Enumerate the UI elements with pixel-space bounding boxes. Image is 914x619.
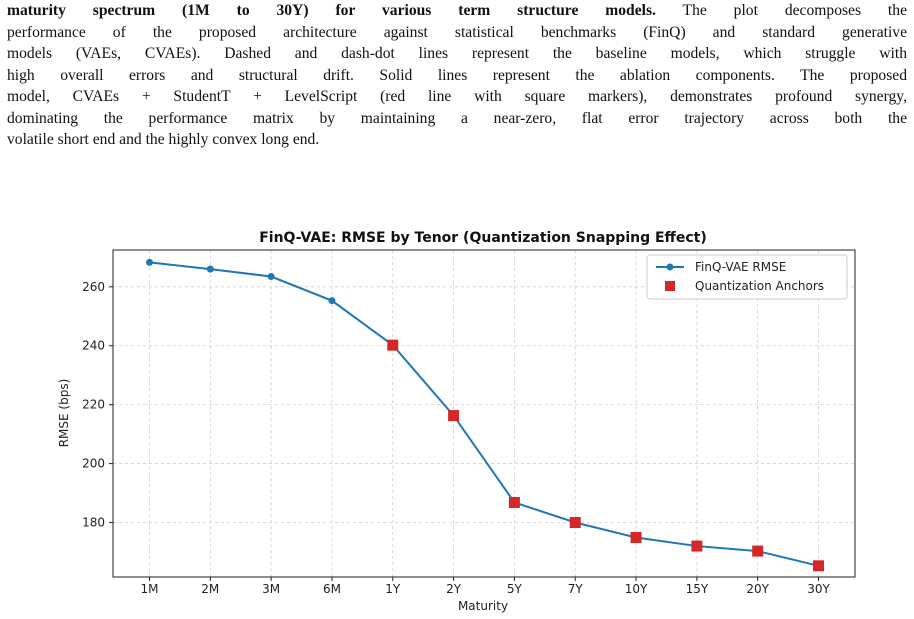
data-point-finq-vae-rmse xyxy=(328,297,336,305)
y-tick-label: 220 xyxy=(82,398,105,412)
y-tick-label: 180 xyxy=(82,516,105,530)
plot-frame xyxy=(112,249,856,578)
y-tick-label: 260 xyxy=(82,280,105,294)
quantization-anchor-marker xyxy=(813,560,825,572)
x-tick-label: 6M xyxy=(323,582,341,596)
caption-text: The plot decomposes the xyxy=(655,2,907,19)
x-tick-label: 1M xyxy=(140,582,158,596)
caption-line-3: models (VAEs, CVAEs). Dashed and dash-do… xyxy=(7,45,907,62)
x-tick-label: 30Y xyxy=(807,582,830,596)
x-tick-label: 7Y xyxy=(568,582,584,596)
legend-circle-marker xyxy=(666,263,674,271)
legend-label-quantization-anchors: Quantization Anchors xyxy=(695,279,824,293)
series-line-finq-vae-rmse xyxy=(149,261,819,567)
caption-line-1: maturity spectrum (1M to 30Y) for variou… xyxy=(7,0,907,22)
quantization-anchor-marker xyxy=(387,339,399,351)
legend-box xyxy=(646,254,848,300)
quantization-anchor-marker xyxy=(630,532,642,544)
x-tick-label: 15Y xyxy=(686,582,709,596)
caption-line-2: performance of the proposed architecture… xyxy=(7,23,907,41)
x-tick-label: 3M xyxy=(262,582,280,596)
x-tick-label: 1Y xyxy=(385,582,401,596)
y-tick-label: 200 xyxy=(82,457,105,471)
data-point-finq-vae-rmse xyxy=(206,265,214,273)
figure-caption: maturity spectrum (1M to 30Y) for variou… xyxy=(7,0,907,151)
quantization-anchor-marker xyxy=(448,410,460,422)
quantization-anchor-marker xyxy=(752,545,764,557)
chart-legend: FinQ-VAE RMSE Quantization Anchors xyxy=(646,254,848,300)
x-tick-label: 2Y xyxy=(446,582,462,596)
x-tick-label: 20Y xyxy=(746,582,769,596)
caption-line-7: volatile short end and the highly convex… xyxy=(7,131,320,148)
caption-line-5: model, CVAEs + StudentT + LevelScript (r… xyxy=(7,88,907,105)
y-axis-label: RMSE (bps) xyxy=(57,379,71,448)
x-tick-label: 10Y xyxy=(625,582,648,596)
caption-line-6: dominating the performance matrix by mai… xyxy=(7,109,907,127)
x-tick-label: 2M xyxy=(201,582,219,596)
chart-title: FinQ-VAE: RMSE by Tenor (Quantization Sn… xyxy=(259,230,707,246)
axes-layer: 1M 2M 3M 6M 1Y 2Y 5Y 7Y 10Y 15Y 20Y 30Y 180 200 220 240… xyxy=(82,249,856,596)
data-point-finq-vae-rmse xyxy=(267,273,275,281)
caption-line-4: high overall errors and structural drift… xyxy=(7,66,907,84)
caption-bold-text: maturity spectrum (1M to 30Y) for variou… xyxy=(7,2,656,19)
quantization-anchor-marker xyxy=(691,540,703,552)
y-tick-label: 240 xyxy=(82,339,105,353)
quantization-anchor-marker xyxy=(569,517,581,528)
legend-square-marker xyxy=(665,281,675,291)
data-point-finq-vae-rmse xyxy=(145,258,153,266)
x-axis-label: Maturity xyxy=(458,599,508,613)
series-layer xyxy=(145,258,825,572)
x-tick-label: 5Y xyxy=(507,582,523,596)
legend-label-finq-vae-rmse: FinQ-VAE RMSE xyxy=(695,260,786,274)
quantization-anchor-marker xyxy=(508,496,520,508)
